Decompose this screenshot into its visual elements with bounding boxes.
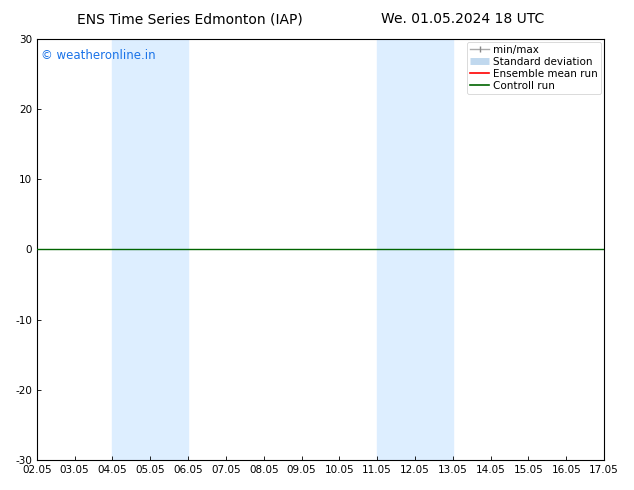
Legend: min/max, Standard deviation, Ensemble mean run, Controll run: min/max, Standard deviation, Ensemble me… [467,42,601,94]
Text: We. 01.05.2024 18 UTC: We. 01.05.2024 18 UTC [381,12,545,26]
Bar [112,39,188,460]
Text: ENS Time Series Edmonton (IAP): ENS Time Series Edmonton (IAP) [77,12,303,26]
Bar [377,39,453,460]
Text: © weatheronline.in: © weatheronline.in [41,49,155,62]
